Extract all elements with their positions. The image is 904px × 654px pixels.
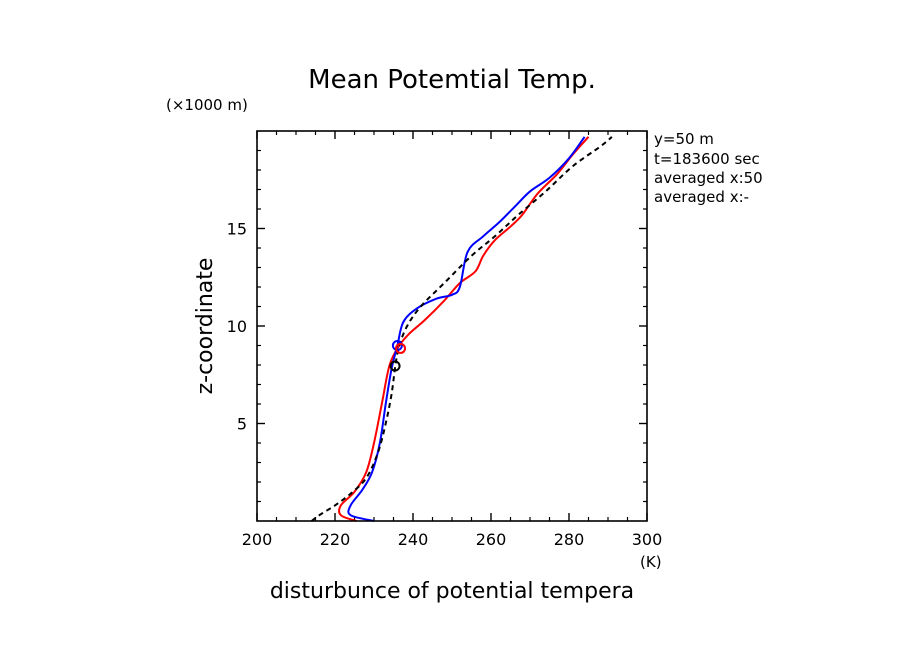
- series-marker: [395, 342, 407, 354]
- series-marker: [391, 340, 403, 351]
- info-line-y: y=50 m: [654, 130, 714, 148]
- x-tick-label: 260: [476, 530, 507, 549]
- series-line-blue: [347, 136, 586, 522]
- y-tick-label: 15: [227, 220, 247, 239]
- plot-frame: [256, 130, 648, 522]
- marker-group: [389, 340, 407, 372]
- series-line-red: [338, 136, 590, 522]
- x-axis-label: disturbunce of potential tempera: [270, 579, 634, 604]
- series-marker: [389, 360, 401, 372]
- x-tick-label: 220: [320, 530, 351, 549]
- y-axis-label: z-coordinate: [193, 258, 218, 395]
- axis-ticks: 200 220 240 260 280 300 5 10 15: [227, 131, 663, 549]
- chart-title: Mean Potemtial Temp.: [308, 65, 596, 95]
- y-tick-label: 10: [227, 317, 247, 336]
- x-tick-label: 300: [632, 530, 663, 549]
- info-line-t: t=183600 sec: [654, 150, 760, 168]
- x-unit-label: (K): [640, 553, 662, 571]
- info-line-averaged-1: averaged x:50: [654, 169, 763, 187]
- y-unit-label: (×1000 m): [166, 96, 248, 114]
- series-group: [310, 136, 613, 522]
- y-tick-label: 5: [237, 415, 247, 434]
- x-tick-label: 200: [242, 530, 273, 549]
- info-line-averaged-2: averaged x:-: [654, 188, 749, 206]
- series-line-dashed: [310, 136, 613, 522]
- info-panel: y=50 m t=183600 sec averaged x:50 averag…: [652, 130, 778, 210]
- x-tick-label: 280: [554, 530, 585, 549]
- x-tick-label: 240: [398, 530, 429, 549]
